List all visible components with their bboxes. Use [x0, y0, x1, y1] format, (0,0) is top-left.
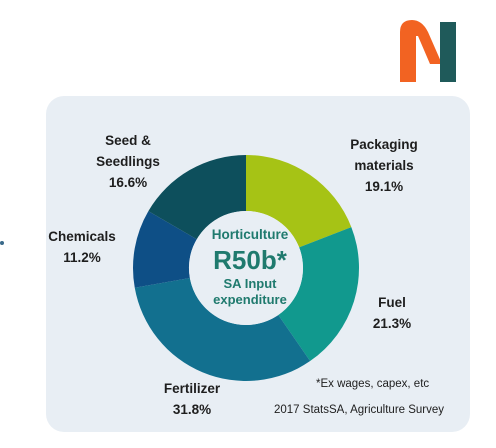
label-packaging-line2: materials	[354, 158, 414, 173]
label-chemicals-line1: Chemicals	[48, 229, 116, 244]
logo-n-right-stroke	[440, 22, 456, 82]
label-fertilizer-value: 31.8%	[172, 402, 212, 417]
label-packaging-value: 19.1%	[364, 179, 404, 194]
center-subtitle-line1: SA Input	[223, 276, 277, 291]
slice-fertilizer	[134, 277, 311, 381]
center-total: R50b*	[213, 245, 287, 275]
logo-n-left-stroke	[400, 20, 442, 82]
label-fuel-value: 21.3%	[372, 316, 412, 331]
label-fertilizer-line1: Fertilizer	[163, 381, 221, 396]
label-chemicals-value: 11.2%	[63, 250, 101, 265]
slice-packaging	[246, 155, 352, 248]
donut-hole	[189, 211, 303, 325]
label-fuel: Fuel 21.3%	[373, 292, 411, 334]
slice-chemicals	[133, 211, 197, 288]
slice-seed	[148, 155, 246, 240]
label-chemicals: Chemicals 11.2%	[48, 226, 116, 268]
label-fuel-line1: Fuel	[378, 295, 406, 310]
label-seed-value: 16.6%	[108, 175, 148, 190]
slice-fuel	[278, 227, 359, 362]
label-packaging: Packaging materials 19.1%	[350, 134, 418, 197]
label-packaging-line1: Packaging	[350, 137, 418, 152]
label-seed-line1: Seed &	[105, 133, 151, 148]
label-fertilizer: Fertilizer 31.8%	[164, 378, 220, 420]
source-note: 2017 StatsSA, Agriculture Survey	[274, 404, 445, 416]
footnote: *Ex wages, capex, etc	[316, 378, 430, 390]
edge-dot	[0, 241, 4, 245]
center-subtitle-line2: expenditure	[213, 292, 287, 307]
label-seed-line2: Seedlings	[96, 154, 160, 169]
donut-center-label: Horticulture R50b* SA Input expenditure	[195, 226, 305, 308]
label-seed: Seed & Seedlings 16.6%	[96, 130, 160, 193]
brand-logo	[400, 20, 456, 82]
center-category: Horticulture	[211, 227, 289, 242]
